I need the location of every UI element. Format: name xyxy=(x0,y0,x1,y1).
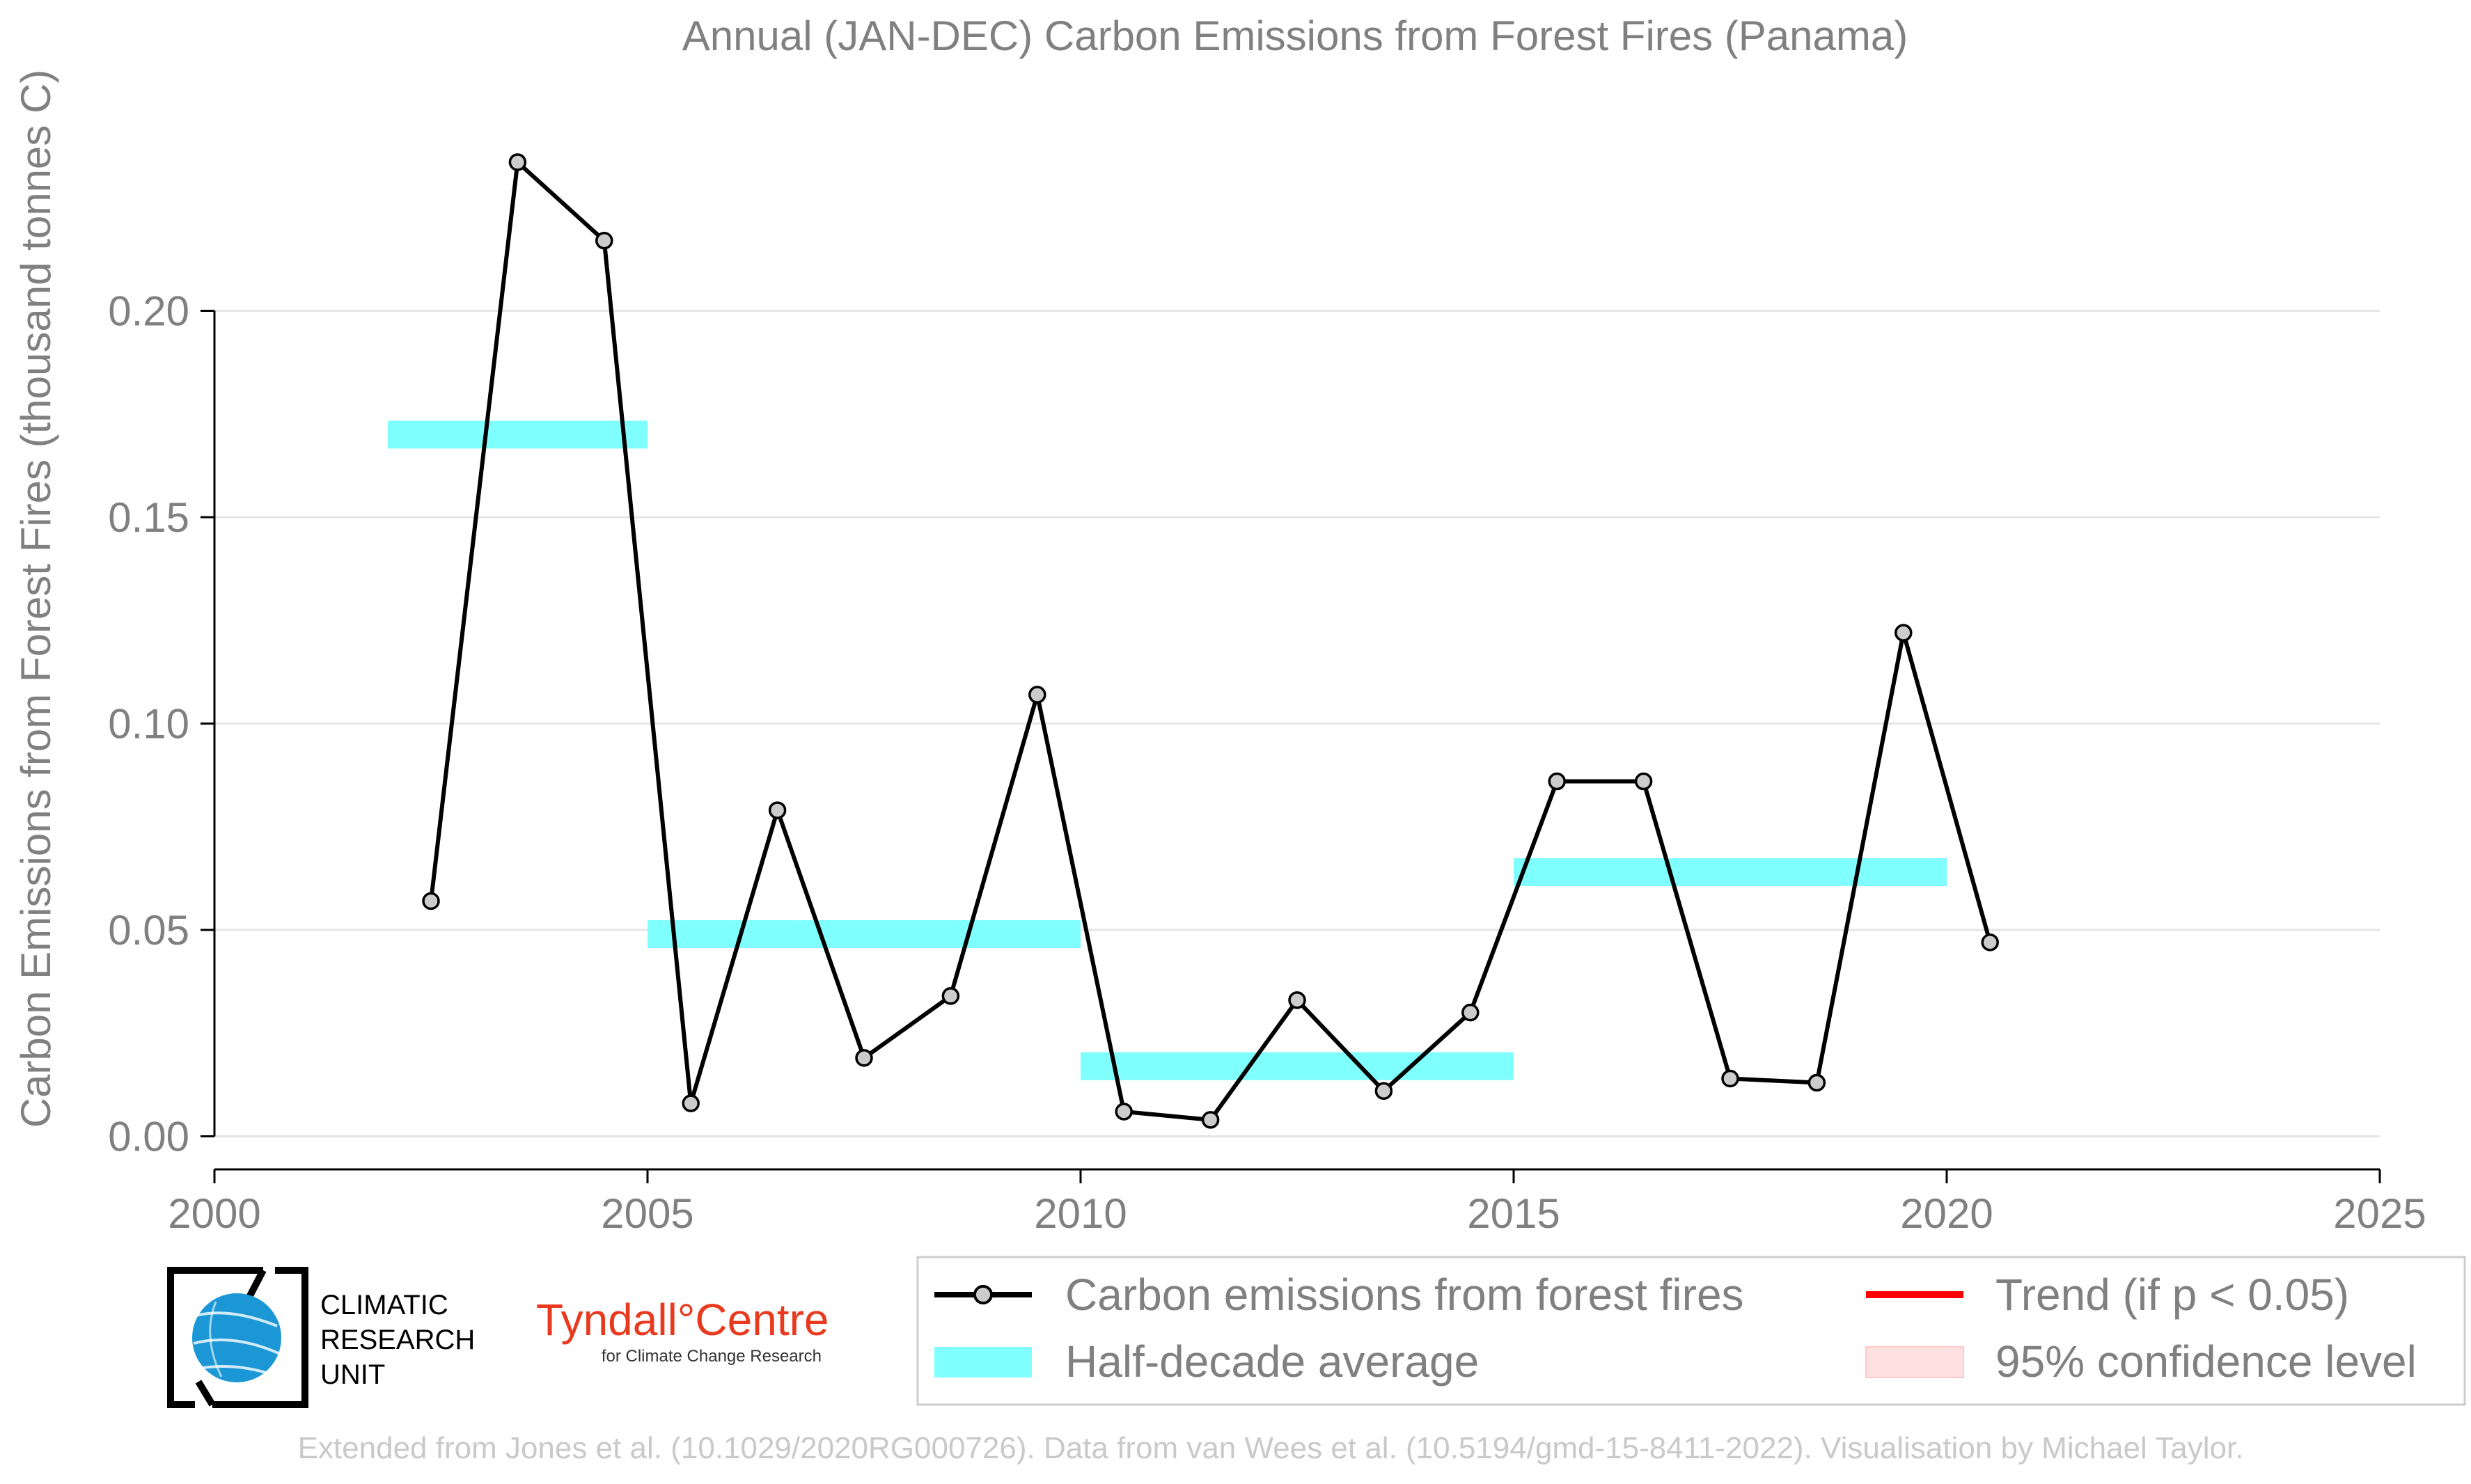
chart-title: Annual (JAN-DEC) Carbon Emissions from F… xyxy=(682,13,1908,59)
half-decade-average-bar xyxy=(1514,858,1947,887)
data-point xyxy=(1374,1082,1393,1100)
globe-icon xyxy=(192,1293,281,1382)
y-tick-label: 0.20 xyxy=(108,288,189,335)
legend-marker-emissions xyxy=(973,1285,993,1304)
data-point xyxy=(1981,933,1999,952)
data-point xyxy=(422,892,440,910)
y-axis-label: Carbon Emissions from Forest Fires (thou… xyxy=(13,70,59,1128)
x-tick-label: 2005 xyxy=(601,1190,693,1237)
cru-logo-line-3: UNIT xyxy=(320,1359,385,1390)
data-point xyxy=(1807,1073,1826,1092)
axes xyxy=(201,310,2381,1183)
x-tick-label: 2000 xyxy=(168,1190,260,1237)
x-tick-label: 2015 xyxy=(1467,1190,1560,1237)
cru-logo: CLIMATIC RESEARCH UNIT xyxy=(167,1267,475,1408)
tyndall-logo-subtitle: for Climate Change Research xyxy=(602,1347,822,1366)
legend: Carbon emissions from forest fires Trend… xyxy=(916,1256,2466,1406)
data-point xyxy=(1895,624,1913,642)
y-tick-label: 0.15 xyxy=(108,494,189,541)
data-point xyxy=(682,1094,700,1112)
x-tick-label: 2010 xyxy=(1034,1190,1127,1237)
half-decade-average-bar xyxy=(387,420,648,449)
legend-swatch-half-decade xyxy=(934,1347,1032,1378)
cru-logo-line-1: CLIMATIC xyxy=(320,1290,448,1320)
data-point xyxy=(768,801,787,819)
tyndall-logo: Tyndall°Centre for Climate Change Resear… xyxy=(536,1295,829,1366)
legend-label-trend: Trend (if p < 0.05) xyxy=(1995,1270,2349,1320)
data-point xyxy=(1115,1103,1133,1121)
x-tick-label: 2025 xyxy=(2333,1190,2426,1237)
series-line xyxy=(429,160,1993,1122)
tick-labels: 0.00 0.05 0.10 0.15 0.20 2000 2005 2010 2015 2020… xyxy=(108,288,2426,1237)
data-point xyxy=(1201,1111,1220,1129)
half-decade-average-bar xyxy=(648,919,1081,948)
data-point xyxy=(1288,991,1306,1009)
data-point xyxy=(1634,772,1653,791)
y-tick-label: 0.05 xyxy=(108,907,189,954)
legend-box xyxy=(916,1256,2466,1406)
data-point xyxy=(941,987,960,1005)
data-point xyxy=(1461,1003,1480,1022)
gridlines xyxy=(214,310,2380,1138)
data-point xyxy=(1028,686,1046,704)
data-point xyxy=(855,1049,873,1067)
half-decade-average-bands xyxy=(387,420,1947,1080)
tyndall-logo-title: Tyndall°Centre xyxy=(536,1295,829,1345)
y-tick-label: 0.00 xyxy=(108,1114,189,1160)
cru-logo-line-2: RESEARCH xyxy=(320,1325,475,1355)
legend-swatch-confidence xyxy=(1865,1346,1964,1378)
data-point xyxy=(595,231,613,250)
emissions-series xyxy=(422,153,1999,1129)
legend-label-emissions: Carbon emissions from forest fires xyxy=(1065,1270,1744,1320)
data-point xyxy=(508,153,527,171)
data-point xyxy=(1721,1069,1739,1088)
data-point xyxy=(1548,772,1566,791)
y-tick-label: 0.10 xyxy=(108,701,189,748)
legend-label-confidence: 95% confidence level xyxy=(1995,1336,2417,1387)
half-decade-average-bar xyxy=(1081,1052,1514,1080)
legend-label-half-decade: Half-decade average xyxy=(1065,1336,1479,1387)
attribution-footer: Extended from Jones et al. (10.1029/2020… xyxy=(298,1431,2244,1465)
x-tick-label: 2020 xyxy=(1900,1190,1993,1237)
